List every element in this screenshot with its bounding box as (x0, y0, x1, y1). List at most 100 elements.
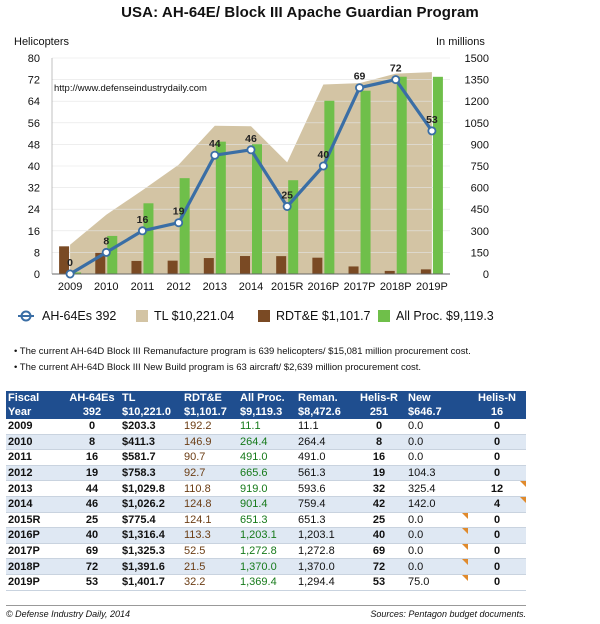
table-cell: 0.0 (406, 527, 468, 544)
url-note: http://www.defenseindustrydaily.com (54, 83, 207, 94)
rdte-bar (276, 256, 287, 274)
table-cell: 2015R (6, 512, 64, 529)
helicopter-point (210, 150, 220, 160)
table-cell: 1,272.8 (238, 543, 296, 560)
footer-sources: Sources: Pentagon budget documents. (370, 609, 526, 619)
x-tick-label: 2012 (166, 281, 190, 293)
table-cell: 110.8 (182, 480, 238, 497)
table-cell: 1,203.1 (296, 527, 352, 544)
table-cell: 0 (468, 419, 526, 435)
helicopter-data-label: 40 (318, 149, 330, 161)
legend-label-tl: TL $10,221.04 (154, 309, 234, 323)
helicopter-data-label: 8 (103, 235, 109, 247)
helicopter-data-label: 0 (67, 257, 73, 269)
table-cell: 2011 (6, 449, 64, 466)
table-cell: 53 (64, 574, 120, 591)
table-cell: 0 (468, 512, 526, 529)
column-header: RDT&E (182, 391, 238, 405)
column-header: Year (6, 405, 64, 419)
all-proc-bar (432, 76, 443, 274)
table-cell: 124.1 (182, 512, 238, 529)
x-tick-label: 2018P (380, 281, 412, 293)
legend-area-swatch (136, 310, 148, 322)
table-cell: $775.4 (120, 512, 182, 529)
helicopter-point (137, 226, 147, 236)
table-cell: 19 (64, 465, 120, 482)
column-header: New (406, 391, 468, 405)
table-cell: 0.0 (406, 543, 468, 560)
column-header: $8,472.6 (296, 405, 352, 419)
legend-proc-swatch (378, 310, 390, 322)
table-cell: 593.6 (296, 480, 352, 497)
footer-copyright: © Defense Industry Daily, 2014 (6, 609, 131, 619)
table-cell: 104.3 (406, 465, 468, 482)
right-tick-label: 750 (471, 161, 489, 173)
table-row: 2014 46 $1,026.2 124.8 901.4 759.4 42 142.0 4 (6, 496, 526, 513)
rdte-bar (59, 246, 70, 274)
table-cell: 2017P (6, 543, 64, 560)
helicopter-data-label: 19 (173, 206, 185, 218)
table-cell: 142.0 (406, 496, 468, 513)
column-header: Helis-R (352, 391, 406, 405)
helicopter-point (427, 126, 437, 136)
table-cell: 113.3 (182, 527, 238, 544)
rdte-bar (167, 260, 178, 274)
left-tick-label: 64 (28, 96, 40, 108)
table-cell: $1,391.6 (120, 558, 182, 575)
table-cell: 0 (468, 434, 526, 451)
column-header: $1,101.7 (182, 405, 238, 419)
table-cell: 2010 (6, 434, 64, 451)
table-cell: 0.0 (406, 419, 468, 435)
right-tick-label: 1050 (465, 118, 489, 130)
helicopter-point (282, 201, 292, 211)
helicopter-data-label: 16 (137, 214, 149, 226)
all-proc-bar (288, 180, 299, 274)
table-cell: 561.3 (296, 465, 352, 482)
table-cell: 32.2 (182, 574, 238, 591)
table-cell: 325.4 (406, 480, 468, 497)
table-cell: 11.1 (238, 419, 296, 435)
table-cell: $1,316.4 (120, 527, 182, 544)
x-tick-label: 2010 (94, 281, 118, 293)
table-cell: 44 (64, 480, 120, 497)
table-cell: 1,369.4 (238, 574, 296, 591)
table-cell: 2016P (6, 527, 64, 544)
table-cell: 32 (352, 480, 406, 497)
table-cell: 1,294.4 (296, 574, 352, 591)
column-header: All Proc. (238, 391, 296, 405)
table-cell: 2018P (6, 558, 64, 575)
table-cell: 124.8 (182, 496, 238, 513)
table-cell: 264.4 (296, 434, 352, 451)
table-cell: $1,325.3 (120, 543, 182, 560)
left-tick-label: 80 (28, 53, 40, 65)
left-tick-label: 56 (28, 118, 40, 130)
x-tick-label: 2015R (271, 281, 303, 293)
table-row: 2013 44 $1,029.8 110.8 919.0 593.6 32 325.4 12 (6, 480, 526, 497)
column-header: Helis-N (468, 391, 526, 405)
rdte-bar (348, 266, 359, 274)
right-tick-label: 150 (471, 247, 489, 259)
table-cell: 1,203.1 (238, 527, 296, 544)
left-tick-label: 48 (28, 139, 40, 151)
left-tick-label: 32 (28, 183, 40, 195)
helicopter-point (101, 247, 111, 257)
table-cell: 2013 (6, 480, 64, 497)
table-cell: 0 (468, 574, 526, 591)
left-tick-label: 8 (34, 247, 40, 259)
helicopter-point (246, 145, 256, 155)
table-cell: 4 (468, 496, 526, 513)
table-cell: 192.2 (182, 419, 238, 435)
table-row: 2018P 72 $1,391.6 21.5 1,370.0 1,370.0 72 0.0 0 (6, 558, 526, 575)
column-header: Fiscal (6, 391, 64, 405)
table-cell: 0 (468, 543, 526, 560)
table-row: 2019P 53 $1,401.7 32.2 1,369.4 1,294.4 53 75.0 0 (6, 574, 526, 591)
table-cell: 0.0 (406, 558, 468, 575)
column-header: $9,119.3 (238, 405, 296, 419)
table-cell: 16 (352, 449, 406, 466)
legend-label-rdte: RDT&E $1,101.7 (276, 309, 371, 323)
table-cell: 16 (64, 449, 120, 466)
table-row: 2011 16 $581.7 90.7 491.0 491.0 16 0.0 0 (6, 449, 526, 466)
table-cell: 8 (352, 434, 406, 451)
note-remanufacture: • The current AH-64D Block III Remanufac… (14, 346, 471, 357)
x-tick-label: 2016P (307, 281, 339, 293)
